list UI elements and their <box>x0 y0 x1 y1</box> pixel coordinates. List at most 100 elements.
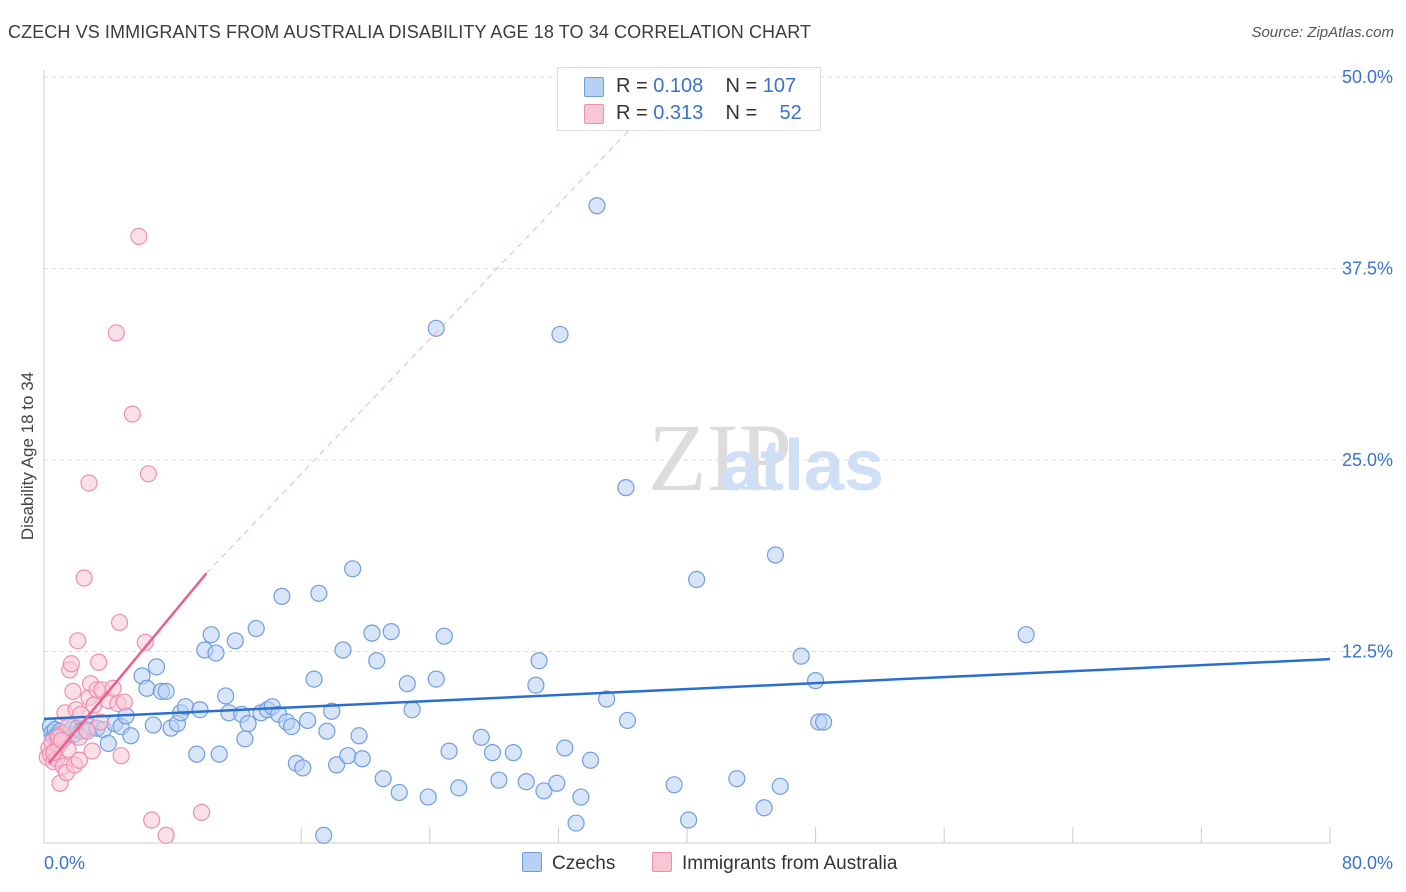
immigrants-swatch <box>584 104 604 124</box>
czech-point-105 <box>1017 626 1035 644</box>
x-tick-label-1: 80.0% <box>1342 853 1393 873</box>
czech-point-84 <box>527 676 545 694</box>
czech-point-68 <box>368 652 386 670</box>
czech-point-72 <box>398 675 416 693</box>
czech-point-78 <box>450 779 468 797</box>
immigrant-point-42 <box>139 465 158 483</box>
czech-point-73 <box>403 701 421 719</box>
czech-point-24 <box>138 679 156 697</box>
czech-point-36 <box>202 626 220 644</box>
czech-point-59 <box>318 722 336 740</box>
trend-lines <box>43 119 1331 765</box>
immigrant-point-16 <box>64 682 82 700</box>
czech-point-64 <box>344 560 362 578</box>
czech-point-67 <box>363 624 381 642</box>
czech-point-61 <box>327 756 346 774</box>
immigrant-point-22 <box>75 569 93 587</box>
stats-text-immigrants: R = 0.313 N = 52 <box>616 102 802 124</box>
immigrant-point-46 <box>80 474 98 492</box>
immigrant-point-45 <box>192 803 211 821</box>
czech-point-34 <box>191 701 209 719</box>
czech-point-82 <box>504 744 522 762</box>
legend-label-czechs: Czechs <box>552 853 616 874</box>
czech-point-98 <box>755 799 773 817</box>
czech-point-90 <box>572 788 590 806</box>
czech-point-54 <box>294 759 312 777</box>
czech-point-70 <box>382 623 400 641</box>
czech-point-93 <box>618 711 637 730</box>
czech-point-43 <box>236 730 254 748</box>
czech-point-22 <box>122 727 140 745</box>
y-tick-label-0: 12.5% <box>1342 642 1393 662</box>
immigrant-point-23 <box>78 722 97 740</box>
grid-lines <box>44 76 1394 653</box>
czech-point-100 <box>771 777 789 795</box>
czech-point-63 <box>339 747 357 765</box>
immigrant-point-26 <box>83 742 101 760</box>
immigrant-point-36 <box>110 613 129 632</box>
czech-point-45 <box>247 619 265 638</box>
czech-point-91 <box>581 751 600 769</box>
x-tick-label-0: 0.0% <box>44 853 85 873</box>
czech-point-88 <box>556 739 574 757</box>
immigrant-point-40 <box>130 227 148 245</box>
czech-point-75 <box>427 670 445 688</box>
czech-point-77 <box>440 742 458 760</box>
source-label: Source: ZipAtlas.com <box>1251 24 1394 41</box>
czech-point-74 <box>419 788 437 806</box>
czech-point-85 <box>530 652 548 670</box>
czech-point-92 <box>598 690 616 708</box>
czechs-swatch <box>584 77 604 97</box>
czech-point-66 <box>353 750 371 768</box>
czechs-trend-line <box>43 657 1331 721</box>
y-tick-label-3: 50.0% <box>1342 67 1393 87</box>
czech-point-106 <box>588 197 606 215</box>
czech-point-99 <box>766 546 785 564</box>
immigrant-point-44 <box>157 826 175 844</box>
czech-point-60 <box>323 702 341 720</box>
czech-point-50 <box>273 587 291 605</box>
czech-point-26 <box>147 658 166 676</box>
stats-text-czechs: R = 0.108 N = 107 <box>616 75 797 97</box>
czech-point-65 <box>350 727 368 745</box>
watermark-atlas: atlas <box>720 426 884 506</box>
czech-point-80 <box>483 744 502 762</box>
stats-box: R = 0.108 N = 107 R = 0.313 N = 52 <box>557 67 821 131</box>
czech-point-94 <box>665 776 683 794</box>
chart-title: CZECH VS IMMIGRANTS FROM AUSTRALIA DISAB… <box>8 22 812 42</box>
czech-point-83 <box>517 773 535 791</box>
czech-point-69 <box>374 770 392 788</box>
czech-point-58 <box>315 826 333 844</box>
czech-point-102 <box>806 672 825 690</box>
czech-point-41 <box>226 632 244 650</box>
czech-point-89 <box>567 814 585 832</box>
immigrant-point-39 <box>123 405 142 423</box>
immigrant-point-38 <box>115 693 133 711</box>
czech-point-38 <box>210 745 228 763</box>
czech-point-101 <box>792 647 810 665</box>
legend-swatch-czechs <box>522 852 542 872</box>
immigrants-trend-line <box>47 572 208 765</box>
immigrant-point-29 <box>90 653 108 671</box>
data-points <box>38 197 1035 844</box>
immigrant-point-34 <box>107 324 125 342</box>
czech-point-52 <box>282 717 301 736</box>
immigrant-point-37 <box>112 747 130 765</box>
czech-point-76 <box>435 627 453 645</box>
czech-point-55 <box>299 711 317 730</box>
immigrant-point-19 <box>69 632 87 650</box>
czech-point-71 <box>390 783 408 802</box>
czech-point-18 <box>99 734 117 753</box>
y-tick-label-1: 25.0% <box>1342 450 1393 470</box>
czech-point-109 <box>617 479 635 497</box>
watermark-zip: ZIP <box>648 404 792 511</box>
czech-point-33 <box>188 745 206 763</box>
czech-point-79 <box>472 728 490 746</box>
czech-point-25 <box>144 716 162 734</box>
legend-item-immigrants: Immigrants from Australia <box>652 852 897 875</box>
czech-point-39 <box>217 687 235 705</box>
immigrant-point-49 <box>70 751 88 769</box>
czech-point-28 <box>157 682 175 700</box>
czech-point-44 <box>239 714 257 733</box>
